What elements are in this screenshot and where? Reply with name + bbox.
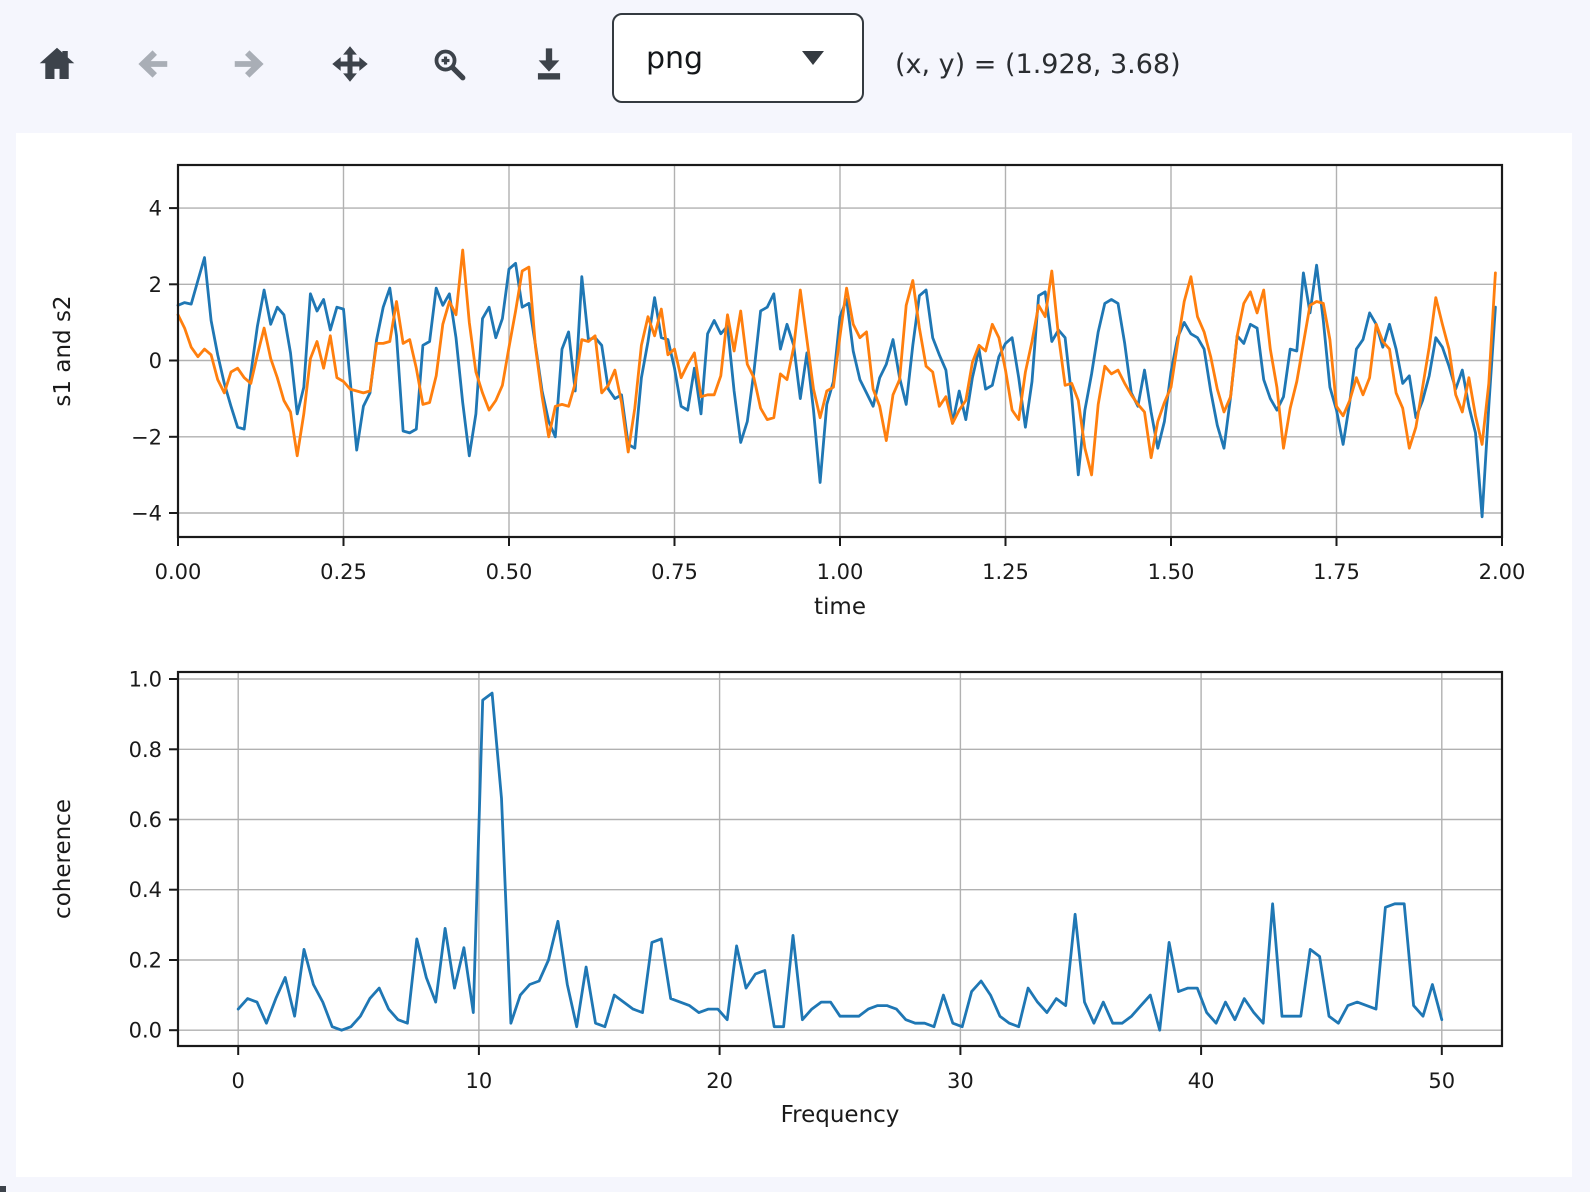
- forward-button[interactable]: [225, 40, 273, 88]
- y-tick-label: 0: [149, 349, 162, 373]
- series-s1-line: [176, 256, 1497, 519]
- back-button[interactable]: [129, 40, 177, 88]
- x-tick-label: 0.00: [155, 560, 202, 584]
- x-tick-label: 0.25: [320, 560, 367, 584]
- y-tick-label: −2: [131, 425, 162, 449]
- signals-plot: 0.00 0.25 0.50 0.75 1.00 1.25 1.50 1.75 2.00 −4 −2…: [50, 163, 1526, 620]
- chevron-down-icon: [802, 51, 824, 65]
- x-tick-label: 0: [232, 1069, 245, 1093]
- x-tick-label: 2.00: [1479, 560, 1526, 584]
- figure-canvas[interactable]: 0.00 0.25 0.50 0.75 1.00 1.25 1.50 1.75 2.00 −4 −2…: [16, 133, 1572, 1177]
- y-axis-label: s1 and s2: [50, 295, 76, 406]
- y-axis-label: coherence: [50, 799, 76, 919]
- home-button[interactable]: [33, 40, 81, 88]
- home-icon: [39, 47, 75, 80]
- download-icon: [537, 48, 561, 80]
- y-tick-label: 1.0: [129, 668, 162, 692]
- y-tick-label: 4: [149, 197, 162, 221]
- x-tick-label: 0.75: [651, 560, 698, 584]
- resize-grip-dot[interactable]: [0, 1186, 6, 1192]
- x-tick-label: 10: [466, 1069, 493, 1093]
- y-tick-label: −4: [131, 502, 162, 526]
- x-tick-label: 1.50: [1148, 560, 1195, 584]
- move-arrows-icon: [332, 46, 368, 82]
- figure-svg: 0.00 0.25 0.50 0.75 1.00 1.25 1.50 1.75 2.00−4−2…: [50, 163, 1526, 1128]
- zoom-button[interactable]: [425, 40, 473, 88]
- series-s2-line: [176, 248, 1497, 477]
- x-axis-label: time: [814, 594, 866, 620]
- y-tick-label: 0.4: [129, 878, 162, 902]
- coherence-plot: 0 10 20 30 40 50 0.0 0.2 0.4 0.6 0.8 1.0 Frequency co…: [50, 668, 1504, 1128]
- x-tick-label: 20: [706, 1069, 733, 1093]
- axes-spines: [176, 670, 1504, 1048]
- format-select-value: png: [646, 40, 704, 76]
- x-tick-label: 40: [1188, 1069, 1215, 1093]
- y-tick-label: 2: [149, 273, 162, 297]
- magnifier-plus-icon: [434, 49, 466, 81]
- download-button[interactable]: [525, 40, 573, 88]
- format-select[interactable]: png: [612, 13, 864, 103]
- y-tick-label: 0.0: [129, 1019, 162, 1043]
- pan-button[interactable]: [326, 40, 374, 88]
- arrow-left-icon: [138, 50, 168, 78]
- y-tick-label: 0.6: [129, 808, 162, 832]
- x-tick-label: 1.00: [817, 560, 864, 584]
- x-tick-label: 0.50: [486, 560, 533, 584]
- arrow-right-icon: [234, 50, 264, 78]
- x-tick-label: 1.25: [982, 560, 1029, 584]
- series-coherence-line: [236, 691, 1444, 1032]
- x-axis-label: Frequency: [781, 1102, 900, 1128]
- x-tick-label: 50: [1428, 1069, 1455, 1093]
- coordinate-readout: (x, y) = (1.928, 3.68): [895, 48, 1181, 80]
- x-tick-label: 30: [947, 1069, 974, 1093]
- x-tick-label: 1.75: [1313, 560, 1360, 584]
- y-tick-label: 0.8: [129, 738, 162, 762]
- y-tick-label: 0.2: [129, 949, 162, 973]
